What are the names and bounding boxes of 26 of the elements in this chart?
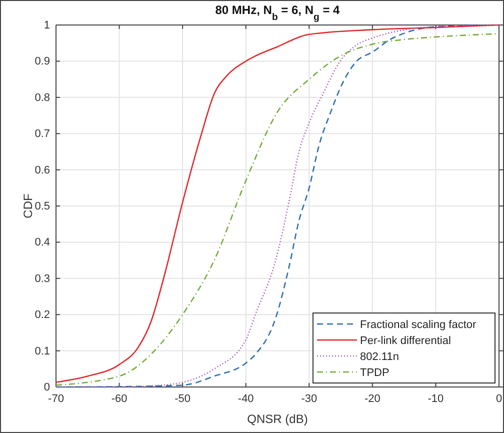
- y-tick-label: 0.5: [34, 200, 50, 213]
- y-axis-title: CDF: [21, 194, 35, 218]
- x-tick-label: -50: [174, 392, 191, 405]
- x-tick-label: 0: [496, 392, 502, 405]
- x-tick-label: -10: [428, 392, 444, 405]
- chart-title: 80 MHz, N$_{b}$ = 6, N$_{g}$ = 4: [215, 3, 340, 22]
- y-tick-label: 0.1: [34, 345, 50, 358]
- y-tick-label: 0.8: [34, 92, 50, 104]
- y-tick-label: 0: [44, 382, 50, 394]
- y-tick-label: 0.2: [34, 309, 50, 322]
- x-tick-label: -20: [364, 392, 380, 405]
- x-tick-label: -60: [111, 392, 128, 405]
- legend-label: Fractional scaling factor: [360, 319, 476, 331]
- y-tick-label: 0.9: [34, 56, 50, 68]
- x-tick-label: -30: [301, 392, 318, 405]
- x-axis-title: QNSR (dB): [247, 412, 308, 426]
- legend-label: Per-link differential: [360, 335, 451, 347]
- legend-label: 802.11n: [360, 351, 399, 363]
- y-tick-label: 0.3: [34, 272, 50, 285]
- y-tick-label: 0.4: [34, 236, 50, 249]
- y-tick-label: 1: [44, 20, 50, 32]
- x-tick-label: -40: [238, 392, 254, 405]
- legend-label: TPDP: [360, 367, 390, 379]
- y-tick-label: 0.6: [34, 164, 50, 176]
- y-tick-label: 0.7: [34, 128, 50, 140]
- x-tick-label: -70: [48, 392, 64, 405]
